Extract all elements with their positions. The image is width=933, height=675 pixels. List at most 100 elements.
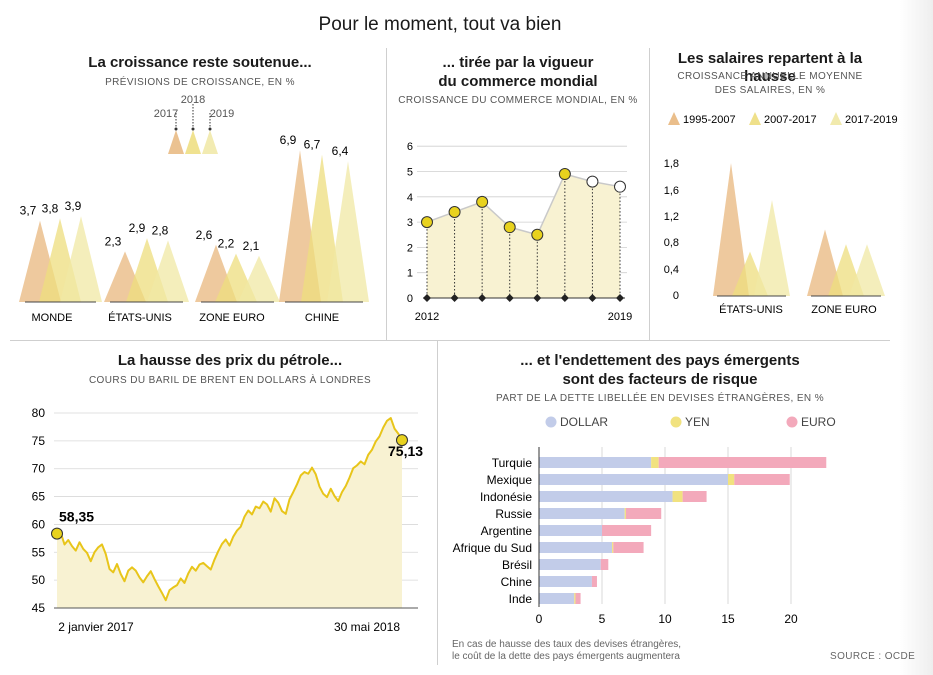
growth-category-label: MONDE <box>32 312 73 324</box>
growth-triangle <box>147 240 189 302</box>
debt-category-label: Turquie <box>492 456 533 470</box>
debt-bar-segment <box>539 542 613 553</box>
trade-axis-marker <box>478 294 487 302</box>
debt-category-label: Mexique <box>487 473 533 487</box>
growth-legend-swatch <box>202 130 218 154</box>
oil-y-tick-label: 45 <box>32 601 46 615</box>
growth-legend-label: 2019 <box>210 108 234 120</box>
trade-axis-marker <box>616 294 624 302</box>
growth-value-label: 2,8 <box>152 223 169 237</box>
debt-bar-segment <box>672 491 683 502</box>
debt-legend-swatch <box>786 416 798 428</box>
debt-category-label: Russie <box>495 507 532 521</box>
footnote: En cas de hausse des taux des devises ét… <box>452 639 681 663</box>
oil-y-tick-label: 55 <box>32 545 46 559</box>
trade-y-tick-label: 5 <box>407 167 413 179</box>
source-label: SOURCE : OCDE <box>830 651 916 662</box>
trade-axis-marker <box>560 294 569 302</box>
trade-x-tick-label: 2019 <box>608 311 632 323</box>
debt-bar-segment <box>612 542 614 553</box>
growth-triangle <box>238 255 280 302</box>
debt-x-tick-label: 20 <box>784 612 798 626</box>
debt-legend-label: YEN <box>685 415 710 429</box>
wages-legend-label: 2017-2019 <box>845 114 898 126</box>
growth-value-label: 3,8 <box>42 201 59 215</box>
debt-bar-segment <box>624 508 626 519</box>
debt-bar-segment <box>575 593 581 604</box>
trade-y-tick-label: 6 <box>407 141 413 153</box>
debt-category-label: Indonésie <box>480 490 532 504</box>
trade-x-tick-label: 2012 <box>415 311 439 323</box>
wages-legend-swatch <box>830 112 842 125</box>
wages-y-tick-label: 0 <box>673 290 679 302</box>
trade-y-tick-label: 2 <box>407 242 413 254</box>
debt-legend-swatch <box>545 416 557 428</box>
debt-bar-segment <box>574 593 576 604</box>
growth-value-label: 3,9 <box>65 199 82 213</box>
growth-triangle <box>60 216 102 302</box>
trade-point <box>586 175 599 188</box>
oil-y-tick-label: 75 <box>32 434 46 448</box>
wages-title: Les salaires repartent à la hausse <box>677 50 863 85</box>
debt-bar-segment <box>602 525 652 536</box>
debt-bar-segment <box>591 576 597 587</box>
oil-chart: 45 50 55 60 65 70 75 80 58,35 75,13 2 janvier 2017… <box>32 406 424 634</box>
trade-y-tick-label: 4 <box>407 192 413 204</box>
trade-axis-marker <box>533 294 542 302</box>
wages-triangle <box>713 163 749 296</box>
growth-value-label: 2,3 <box>105 234 122 248</box>
wages-y-tick-label: 1,2 <box>664 211 679 223</box>
debt-bar-segment <box>651 457 659 468</box>
oil-area <box>57 418 402 608</box>
trade-axis-marker <box>450 294 459 302</box>
debt-x-tick-label: 0 <box>536 612 543 626</box>
trade-point <box>558 168 571 181</box>
debt-category-label: Argentine <box>481 524 533 538</box>
debt-x-tick-label: 5 <box>599 612 606 626</box>
trade-axis-marker <box>588 294 597 302</box>
divider-horizontal <box>10 340 890 341</box>
divider-top-left <box>386 48 387 340</box>
wages-y-tick-label: 1,6 <box>664 185 679 197</box>
growth-value-label: 2,1 <box>243 239 260 253</box>
growth-category-label: CHINE <box>305 312 339 324</box>
wages-triangle <box>754 199 790 296</box>
trade-y-tick-label: 1 <box>407 268 413 280</box>
trade-area <box>427 174 620 298</box>
trade-point <box>531 228 544 241</box>
debt-bar-segment <box>728 474 735 485</box>
wages-category-label: ZONE EURO <box>811 304 877 316</box>
growth-value-label: 2,9 <box>129 221 146 235</box>
oil-y-tick-label: 70 <box>32 462 46 476</box>
growth-legend-dot <box>208 127 212 131</box>
oil-y-tick-label: 50 <box>32 573 46 587</box>
oil-y-tick-label: 65 <box>32 490 46 504</box>
growth-chart: 3,7 3,8 3,9 MONDE 2,3 2,9 2,8 ÉTATS-UNIS 2,6 2,2 2… <box>19 94 369 324</box>
oil-title: La hausse des prix du pétrole... <box>117 352 343 369</box>
oil-start-point <box>51 527 63 540</box>
debt-bar-segment <box>600 559 609 570</box>
growth-triangle <box>327 161 369 302</box>
divider-bottom <box>437 341 438 665</box>
growth-legend-label: 2018 <box>181 94 205 106</box>
trade-axis-marker <box>505 294 514 302</box>
growth-value-label: 2,2 <box>218 237 235 251</box>
debt-bar-segment <box>658 457 827 468</box>
oil-end-label: 75,13 <box>388 443 423 459</box>
footnote-line1: En cas de hausse des taux des devises ét… <box>452 639 682 650</box>
wages-triangle <box>849 244 885 296</box>
oil-subtitle: COURS DU BARIL DE BRENT EN DOLLARS À LON… <box>88 375 372 386</box>
growth-legend-dot <box>191 127 195 131</box>
trade-title-line1: ... tirée par la vigueur <box>442 54 594 71</box>
trade-point <box>448 205 461 218</box>
debt-x-tick-label: 15 <box>721 612 735 626</box>
debt-bar-segment <box>539 525 602 536</box>
trade-axis-marker <box>423 294 431 302</box>
trade-title-line2: du commerce mondial <box>438 73 598 90</box>
debt-bar-segment <box>539 508 625 519</box>
trade-point <box>421 216 433 229</box>
wages-chart: 0 0,4 0,8 1,2 1,6 1,8 ÉTATS-UNIS ZONE EURO 1995-… <box>664 112 898 316</box>
debt-category-label: Afrique du Sud <box>453 541 532 555</box>
growth-legend-dot <box>174 127 178 131</box>
oil-y-tick-label: 60 <box>32 517 46 531</box>
